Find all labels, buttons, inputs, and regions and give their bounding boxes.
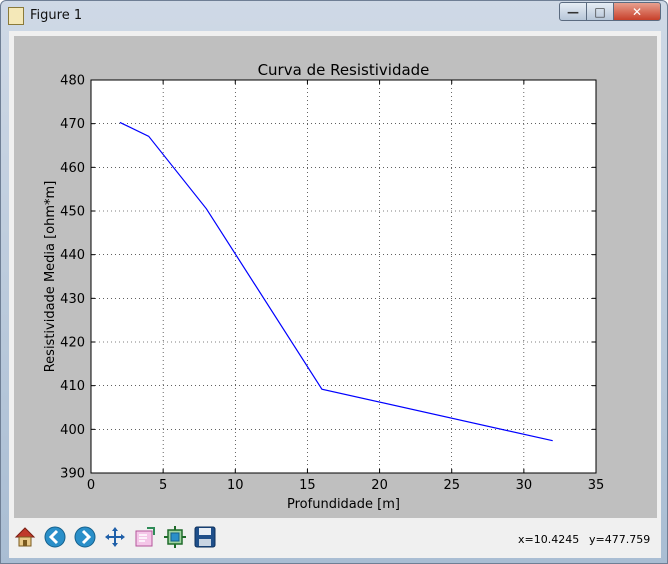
y-coordinate-readout: y=477.759 — [589, 533, 651, 546]
x-tick-label: 0 — [87, 478, 95, 493]
y-tick-label: 460 — [60, 161, 85, 176]
zoom-rect-icon — [135, 527, 155, 547]
arrow-right-icon — [74, 526, 96, 548]
axis-ticks: 0 5 10 15 20 25 30 35 390 400 410 420 430 440 450 460 47… — [60, 74, 604, 494]
y-tick-label: 420 — [60, 336, 85, 351]
y-axis-label: Resistividade Media [ohm*m] — [43, 181, 58, 373]
maximize-button[interactable]: □ — [586, 2, 614, 21]
pan-button[interactable] — [102, 524, 128, 550]
move-icon — [105, 527, 125, 547]
x-tick-label: 30 — [516, 478, 533, 493]
line-chart: 0 5 10 15 20 25 30 35 390 400 410 420 430 440 450 460 47… — [43, 61, 604, 512]
y-tick-label: 390 — [60, 467, 85, 482]
home-button[interactable] — [12, 524, 38, 550]
canvas-frame: 0 5 10 15 20 25 30 35 390 400 410 420 430 440 450 460 47… — [9, 31, 661, 521]
maximize-icon: □ — [594, 4, 606, 19]
subplots-button[interactable] — [162, 524, 188, 550]
save-icon — [194, 526, 216, 548]
home-icon — [14, 527, 36, 547]
navigation-toolbar: x=10.4245 y=477.759 — [9, 521, 661, 558]
subplots-icon — [164, 526, 186, 548]
y-tick-label: 470 — [60, 117, 85, 132]
minimize-button[interactable]: — — [559, 2, 587, 21]
grid-lines — [91, 80, 596, 473]
back-button[interactable] — [42, 524, 68, 550]
series-line — [119, 121, 553, 442]
window-title: Figure 1 — [30, 8, 83, 23]
y-tick-label: 440 — [60, 248, 85, 263]
x-tick-label: 10 — [227, 478, 244, 493]
title-bar[interactable]: Figure 1 — □ ✕ — [1, 1, 667, 31]
chart-title: Curva de Resistividade — [258, 61, 430, 79]
figure-canvas[interactable]: 0 5 10 15 20 25 30 35 390 400 410 420 430 440 450 460 47… — [14, 36, 657, 518]
axes-background — [90, 79, 597, 474]
x-tick-label: 25 — [443, 478, 460, 493]
x-tick-label: 20 — [371, 478, 388, 493]
x-tick-label: 35 — [588, 478, 605, 493]
x-tick-label: 15 — [299, 478, 316, 493]
forward-button[interactable] — [72, 524, 98, 550]
y-tick-label: 450 — [60, 205, 85, 220]
arrow-left-icon — [44, 526, 66, 548]
y-tick-label: 430 — [60, 292, 85, 307]
minimize-icon: — — [567, 4, 579, 19]
y-tick-label: 400 — [60, 423, 85, 438]
x-coordinate-readout: x=10.4245 — [518, 533, 580, 546]
close-button[interactable]: ✕ — [613, 2, 661, 21]
x-axis-label: Profundidade [m] — [287, 497, 400, 512]
close-icon: ✕ — [631, 4, 643, 19]
app-icon — [8, 7, 24, 25]
y-tick-label: 480 — [60, 74, 85, 89]
y-tick-label: 410 — [60, 379, 85, 394]
save-button[interactable] — [192, 524, 218, 550]
x-tick-label: 5 — [159, 478, 167, 493]
zoom-button[interactable] — [132, 524, 158, 550]
